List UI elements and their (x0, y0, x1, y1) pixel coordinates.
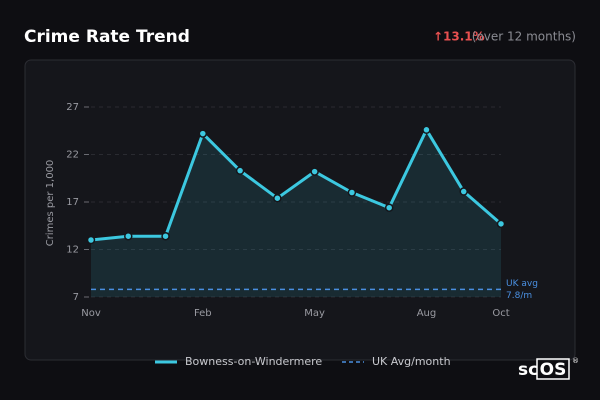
point (198, 129, 208, 138)
chart-title: Crime Rate Trend (24, 27, 190, 47)
point (124, 231, 133, 241)
logo-mark: ® (572, 357, 579, 365)
legend-label: Bowness-on-Windermere (185, 355, 322, 368)
point (459, 187, 468, 196)
reference-value-label: 7.8/m (506, 291, 532, 301)
logo-box (536, 358, 570, 380)
point (86, 235, 96, 245)
change-note: (over 12 months) (472, 30, 576, 44)
y-axis-label: Crimes per 1,000 (45, 160, 56, 247)
change-value: 13.1% (443, 30, 485, 44)
logo-text: sc (518, 360, 538, 380)
x-tick-label: Nov (81, 308, 101, 319)
point (235, 166, 245, 175)
panel (24, 59, 576, 361)
point (347, 188, 357, 197)
point (422, 125, 431, 135)
y-tick-label: 17 (66, 197, 79, 208)
y-tick-label: 7 (73, 292, 79, 303)
line (90, 128, 502, 242)
y-tick-label: 27 (66, 102, 79, 113)
y-tick-label: 12 (66, 245, 79, 256)
logo-text: OS (540, 360, 567, 380)
legend-label: UK Avg/month (372, 355, 451, 368)
point (310, 167, 319, 176)
point (161, 231, 170, 241)
point (273, 193, 282, 203)
change-arrow: ↑ (433, 30, 443, 44)
reference-label: UK avg (506, 279, 538, 289)
x-tick-label: May (304, 308, 325, 319)
x-tick-label: Feb (194, 308, 212, 319)
x-tick-label: Aug (417, 308, 437, 319)
point (496, 219, 506, 229)
area (91, 129, 501, 297)
point (384, 203, 394, 212)
y-tick-label: 22 (66, 150, 79, 161)
x-tick-label: Oct (492, 308, 509, 319)
